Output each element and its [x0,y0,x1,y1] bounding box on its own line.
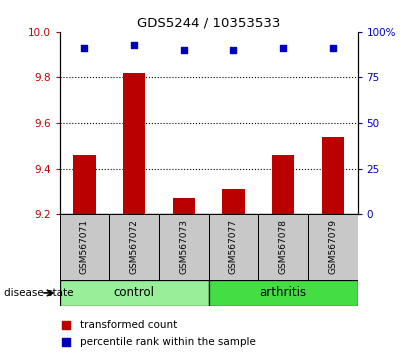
Point [280,45,286,51]
Text: GSM567077: GSM567077 [229,219,238,274]
Point [131,42,137,47]
Bar [308,214,358,280]
Text: transformed count: transformed count [81,320,178,330]
Bar [109,214,159,280]
Bar [73,155,96,214]
Text: percentile rank within the sample: percentile rank within the sample [81,337,256,347]
Bar [258,214,308,280]
Bar [321,137,344,214]
Title: GDS5244 / 10353533: GDS5244 / 10353533 [137,16,280,29]
Bar [208,280,358,306]
Text: control: control [113,286,155,299]
Point [62,339,69,344]
Text: GSM567071: GSM567071 [80,219,89,274]
Text: GSM567072: GSM567072 [129,219,139,274]
Point [330,45,336,51]
Text: GSM567079: GSM567079 [328,219,337,274]
Bar [173,198,195,214]
Bar [123,73,145,214]
Text: arthritis: arthritis [259,286,307,299]
Bar [272,155,294,214]
Point [230,47,237,53]
Bar [159,214,208,280]
Bar [222,189,245,214]
Bar [60,214,109,280]
Bar [60,280,209,306]
Text: GSM567078: GSM567078 [279,219,288,274]
Point [180,47,187,53]
Point [62,322,69,328]
Text: GSM567073: GSM567073 [179,219,188,274]
Text: disease state: disease state [4,288,74,298]
Point [81,45,88,51]
Bar [208,214,258,280]
